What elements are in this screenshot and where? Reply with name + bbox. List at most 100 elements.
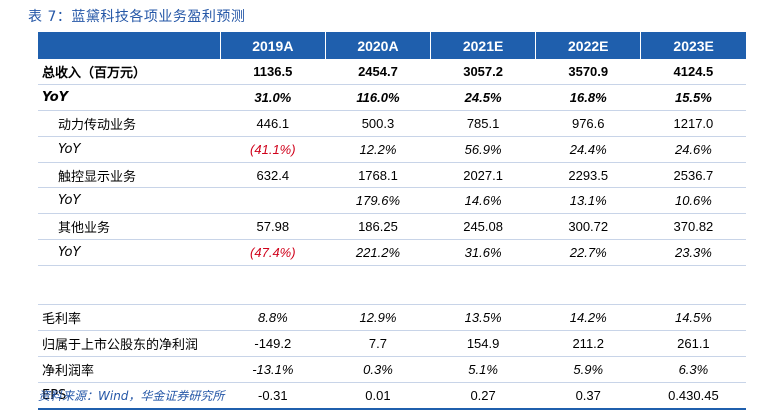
table-cell: -149.2 bbox=[220, 330, 326, 357]
table-cell: 24.4% bbox=[535, 136, 641, 163]
table-row: 毛利率 8.8% 12.9% 13.5% 14.2% 14.5% bbox=[38, 304, 746, 332]
table-cell: 14.2% bbox=[535, 304, 641, 332]
table-caption: 表 7：蓝黛科技各项业务盈利预测 bbox=[28, 9, 246, 25]
table-cell: 5.9% bbox=[535, 356, 641, 383]
table-cell: 0.3% bbox=[325, 356, 431, 383]
table-cell: 4124.5 bbox=[640, 59, 746, 85]
table-cell: 12.2% bbox=[325, 136, 431, 163]
table-cell-negative: (41.1%) bbox=[220, 136, 326, 163]
table-cell: 0.430.45 bbox=[640, 382, 746, 410]
table-row: YoY (41.1%) 12.2% 56.9% 24.4% 24.6% bbox=[38, 136, 746, 163]
table-cell: 221.2% bbox=[325, 239, 431, 267]
header-cell-2020a: 2020A bbox=[325, 32, 432, 59]
table-cell: 3057.2 bbox=[430, 59, 536, 85]
table-cell: 500.3 bbox=[325, 110, 431, 137]
table-cell: 211.2 bbox=[535, 330, 641, 357]
table-cell: 300.72 bbox=[535, 213, 641, 241]
table-cell: 23.3% bbox=[640, 239, 746, 267]
header-cell-2019a: 2019A bbox=[220, 32, 326, 59]
row-label: 毛利率 bbox=[38, 304, 221, 332]
table-cell: 14.5% bbox=[640, 304, 746, 332]
row-label: 归属于上市公股东的净利润 bbox=[38, 330, 221, 357]
table-row: YoY 179.6% 14.6% 13.1% 10.6% bbox=[38, 187, 746, 215]
row-label: YoY bbox=[38, 84, 221, 111]
table-cell: 1217.0 bbox=[640, 110, 746, 137]
table-cell: 245.08 bbox=[430, 213, 536, 241]
table-cell: 22.7% bbox=[535, 239, 641, 267]
table-cell: 976.6 bbox=[535, 110, 641, 137]
table-cell: 2293.5 bbox=[535, 162, 641, 189]
table-cell: 24.5% bbox=[430, 84, 536, 111]
table-cell: -13.1% bbox=[220, 356, 326, 383]
row-label: 总收入（百万元） bbox=[38, 59, 221, 85]
table-row: EPS -0.31 0.01 0.27 0.37 0.430.45 bbox=[38, 382, 746, 410]
table-cell: 179.6% bbox=[325, 187, 431, 215]
table-cell: 0.37 bbox=[535, 382, 641, 410]
table-cell: 370.82 bbox=[640, 213, 746, 241]
table-cell: 0.01 bbox=[325, 382, 431, 410]
header-row: 2019A 2020A 2021E 2022E 2023E bbox=[38, 32, 746, 59]
table-cell: 57.98 bbox=[220, 213, 326, 241]
table-cell: 0.27 bbox=[430, 382, 536, 410]
header-cell-2021e: 2021E bbox=[430, 32, 537, 59]
table-cell: 1768.1 bbox=[325, 162, 431, 189]
table-cell: 56.9% bbox=[430, 136, 536, 163]
row-label: 触控显示业务 bbox=[38, 162, 221, 189]
table-cell: 13.1% bbox=[535, 187, 641, 215]
header-cell-2023e: 2023E bbox=[640, 32, 746, 59]
table-row: 总收入（百万元） 1136.5 2454.7 3057.2 3570.9 412… bbox=[38, 59, 746, 85]
table-cell: 31.0% bbox=[220, 84, 326, 111]
row-label: 动力传动业务 bbox=[38, 110, 221, 137]
row-label: 净利润率 bbox=[38, 356, 221, 383]
table-cell bbox=[220, 187, 326, 215]
table-cell: 3570.9 bbox=[535, 59, 641, 85]
table-cell: 154.9 bbox=[430, 330, 536, 357]
table-row: 净利润率 -13.1% 0.3% 5.1% 5.9% 6.3% bbox=[38, 356, 746, 383]
table-cell: 261.1 bbox=[640, 330, 746, 357]
row-label: YoY bbox=[38, 187, 221, 215]
table-cell: 186.25 bbox=[325, 213, 431, 241]
table-cell: 7.7 bbox=[325, 330, 431, 357]
table-row: 触控显示业务 632.4 1768.1 2027.1 2293.5 2536.7 bbox=[38, 162, 746, 189]
table-cell: 15.5% bbox=[640, 84, 746, 111]
table-cell: 2454.7 bbox=[325, 59, 431, 85]
table-row: 其他业务 57.98 186.25 245.08 300.72 370.82 bbox=[38, 213, 746, 241]
spacer-cell bbox=[325, 265, 431, 306]
table-row: 归属于上市公股东的净利润 -149.2 7.7 154.9 211.2 261.… bbox=[38, 330, 746, 357]
table-cell: 2027.1 bbox=[430, 162, 536, 189]
table-cell-negative: (47.4%) bbox=[220, 239, 326, 267]
table-cell: 12.9% bbox=[325, 304, 431, 332]
row-label: EPS bbox=[38, 382, 221, 410]
table-cell: 446.1 bbox=[220, 110, 326, 137]
table-row: 动力传动业务 446.1 500.3 785.1 976.6 1217.0 bbox=[38, 110, 746, 137]
table-row: YoY (47.4%) 221.2% 31.6% 22.7% 23.3% bbox=[38, 239, 746, 267]
row-label: YoY bbox=[38, 239, 221, 267]
table-cell: 31.6% bbox=[430, 239, 536, 267]
table-cell: 24.6% bbox=[640, 136, 746, 163]
table-cell: 13.5% bbox=[430, 304, 536, 332]
table-cell: 16.8% bbox=[535, 84, 641, 111]
table-cell: -0.31 bbox=[220, 382, 326, 410]
header-cell-2022e: 2022E bbox=[535, 32, 642, 59]
source-note: 资料来源：Wind，华金证券研究所 bbox=[38, 389, 225, 403]
table-cell: 5.1% bbox=[430, 356, 536, 383]
row-label: YoY bbox=[38, 136, 221, 163]
forecast-table: 2019A 2020A 2021E 2022E 2023E 总收入（百万元） 1… bbox=[38, 32, 746, 410]
table-cell: 785.1 bbox=[430, 110, 536, 137]
table-cell: 6.3% bbox=[640, 356, 746, 383]
spacer-cell bbox=[535, 265, 641, 306]
table-cell: 632.4 bbox=[220, 162, 326, 189]
spacer-cell bbox=[220, 265, 326, 306]
table-cell: 1136.5 bbox=[220, 59, 326, 85]
spacer-row bbox=[38, 265, 746, 306]
table-cell: 10.6% bbox=[640, 187, 746, 215]
table-cell: 2536.7 bbox=[640, 162, 746, 189]
spacer-cell bbox=[38, 265, 221, 306]
spacer-cell bbox=[640, 265, 746, 306]
spacer-cell bbox=[430, 265, 536, 306]
table-cell: 116.0% bbox=[325, 84, 431, 111]
table-row: YoY 31.0% 116.0% 24.5% 16.8% 15.5% bbox=[38, 84, 746, 111]
table-cell: 14.6% bbox=[430, 187, 536, 215]
table-cell: 8.8% bbox=[220, 304, 326, 332]
header-cell-label bbox=[38, 32, 221, 59]
